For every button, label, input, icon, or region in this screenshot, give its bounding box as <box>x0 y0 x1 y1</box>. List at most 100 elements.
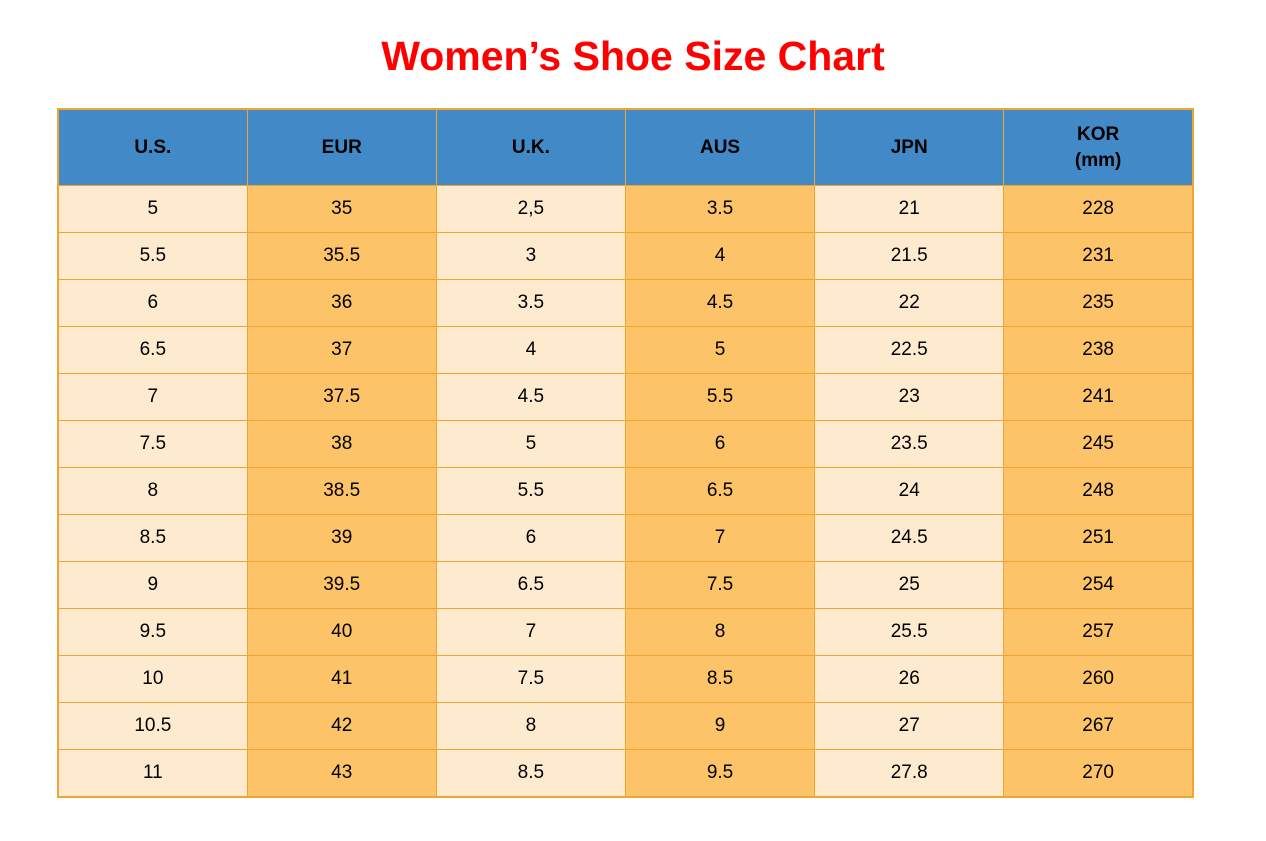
table-cell: 245 <box>1003 420 1194 468</box>
column-header-us: U.S. <box>57 108 248 186</box>
table-row: 7.5 38 5 6 23.5 245 <box>57 420 1194 468</box>
table-cell: 7.5 <box>57 420 248 468</box>
table-cell: 4.5 <box>435 373 626 421</box>
table-cell: 7 <box>435 608 626 656</box>
column-header-uk: U.K. <box>435 108 626 186</box>
table-cell: 11 <box>57 749 248 798</box>
column-header-label: EUR <box>321 136 362 158</box>
table-cell: 4 <box>624 232 816 280</box>
table-header-row: U.S. EUR U.K. AUS JPN KOR (mm) <box>57 108 1194 186</box>
table-cell: 6.5 <box>435 561 626 609</box>
table-cell: 23.5 <box>814 420 1005 468</box>
column-header-label: KOR <box>1077 123 1120 145</box>
table-cell: 6 <box>624 420 816 468</box>
table-cell: 40 <box>246 608 437 656</box>
column-header-eur: EUR <box>246 108 437 186</box>
table-cell: 36 <box>246 279 437 327</box>
table-cell: 248 <box>1003 467 1194 515</box>
table-cell: 24 <box>814 467 1005 515</box>
table-cell: 6.5 <box>624 467 816 515</box>
table-cell: 2,5 <box>435 185 626 233</box>
table-cell: 26 <box>814 655 1005 703</box>
table-cell: 10 <box>57 655 248 703</box>
table-cell: 9 <box>624 702 816 750</box>
shoe-size-table: U.S. EUR U.K. AUS JPN KOR (mm) 5 35 2,5 3.5 21 228 5… <box>57 108 1194 798</box>
table-cell: 251 <box>1003 514 1194 562</box>
table-cell: 9 <box>57 561 248 609</box>
table-cell: 38 <box>246 420 437 468</box>
table-cell: 238 <box>1003 326 1194 374</box>
table-cell: 37 <box>246 326 437 374</box>
column-header-label: JPN <box>890 136 928 158</box>
table-cell: 5.5 <box>57 232 248 280</box>
table-cell: 8.5 <box>624 655 816 703</box>
table-cell: 41 <box>246 655 437 703</box>
table-cell: 43 <box>246 749 437 798</box>
table-cell: 9.5 <box>57 608 248 656</box>
table-cell: 228 <box>1003 185 1194 233</box>
table-cell: 5 <box>57 185 248 233</box>
table-cell: 5.5 <box>624 373 816 421</box>
table-cell: 7 <box>57 373 248 421</box>
table-cell: 5 <box>624 326 816 374</box>
table-cell: 8 <box>624 608 816 656</box>
table-cell: 260 <box>1003 655 1194 703</box>
table-row: 7 37.5 4.5 5.5 23 241 <box>57 373 1194 421</box>
table-cell: 27 <box>814 702 1005 750</box>
table-cell: 235 <box>1003 279 1194 327</box>
table-row: 6 36 3.5 4.5 22 235 <box>57 279 1194 327</box>
table-cell: 35.5 <box>246 232 437 280</box>
table-cell: 39 <box>246 514 437 562</box>
table-row: 8.5 39 6 7 24.5 251 <box>57 514 1194 562</box>
table-row: 5 35 2,5 3.5 21 228 <box>57 185 1194 233</box>
table-cell: 24.5 <box>814 514 1005 562</box>
table-cell: 3.5 <box>624 185 816 233</box>
table-cell: 21.5 <box>814 232 1005 280</box>
table-cell: 6.5 <box>57 326 248 374</box>
table-cell: 6 <box>435 514 626 562</box>
column-header-label: U.K. <box>511 136 550 158</box>
table-cell: 7 <box>624 514 816 562</box>
table-row: 8 38.5 5.5 6.5 24 248 <box>57 467 1194 515</box>
table-cell: 257 <box>1003 608 1194 656</box>
table-cell: 38.5 <box>246 467 437 515</box>
table-cell: 8 <box>57 467 248 515</box>
column-header-label: AUS <box>699 136 741 158</box>
table-row: 5.5 35.5 3 4 21.5 231 <box>57 232 1194 280</box>
table-cell: 7.5 <box>435 655 626 703</box>
table-cell: 39.5 <box>246 561 437 609</box>
table-cell: 8 <box>435 702 626 750</box>
table-row: 10.5 42 8 9 27 267 <box>57 702 1194 750</box>
table-cell: 241 <box>1003 373 1194 421</box>
table-cell: 3.5 <box>435 279 626 327</box>
table-row: 9.5 40 7 8 25.5 257 <box>57 608 1194 656</box>
table-row: 9 39.5 6.5 7.5 25 254 <box>57 561 1194 609</box>
table-cell: 25 <box>814 561 1005 609</box>
table-cell: 231 <box>1003 232 1194 280</box>
table-cell: 267 <box>1003 702 1194 750</box>
table-cell: 7.5 <box>624 561 816 609</box>
table-cell: 22 <box>814 279 1005 327</box>
table-cell: 27.8 <box>814 749 1005 798</box>
table-cell: 5 <box>435 420 626 468</box>
column-header-aus: AUS <box>624 108 816 186</box>
table-cell: 270 <box>1003 749 1194 798</box>
column-header-kor: KOR (mm) <box>1003 108 1194 186</box>
table-cell: 23 <box>814 373 1005 421</box>
table-cell: 3 <box>435 232 626 280</box>
table-row: 6.5 37 4 5 22.5 238 <box>57 326 1194 374</box>
table-header: U.S. EUR U.K. AUS JPN KOR (mm) <box>57 108 1194 186</box>
column-header-sublabel: (mm) <box>1074 149 1122 171</box>
table-cell: 22.5 <box>814 326 1005 374</box>
table-row: 11 43 8.5 9.5 27.8 270 <box>57 749 1194 798</box>
table-cell: 10.5 <box>57 702 248 750</box>
table-cell: 37.5 <box>246 373 437 421</box>
table-cell: 6 <box>57 279 248 327</box>
table-cell: 42 <box>246 702 437 750</box>
table-cell: 8.5 <box>57 514 248 562</box>
table-cell: 35 <box>246 185 437 233</box>
table-cell: 25.5 <box>814 608 1005 656</box>
table-row: 10 41 7.5 8.5 26 260 <box>57 655 1194 703</box>
column-header-jpn: JPN <box>814 108 1005 186</box>
